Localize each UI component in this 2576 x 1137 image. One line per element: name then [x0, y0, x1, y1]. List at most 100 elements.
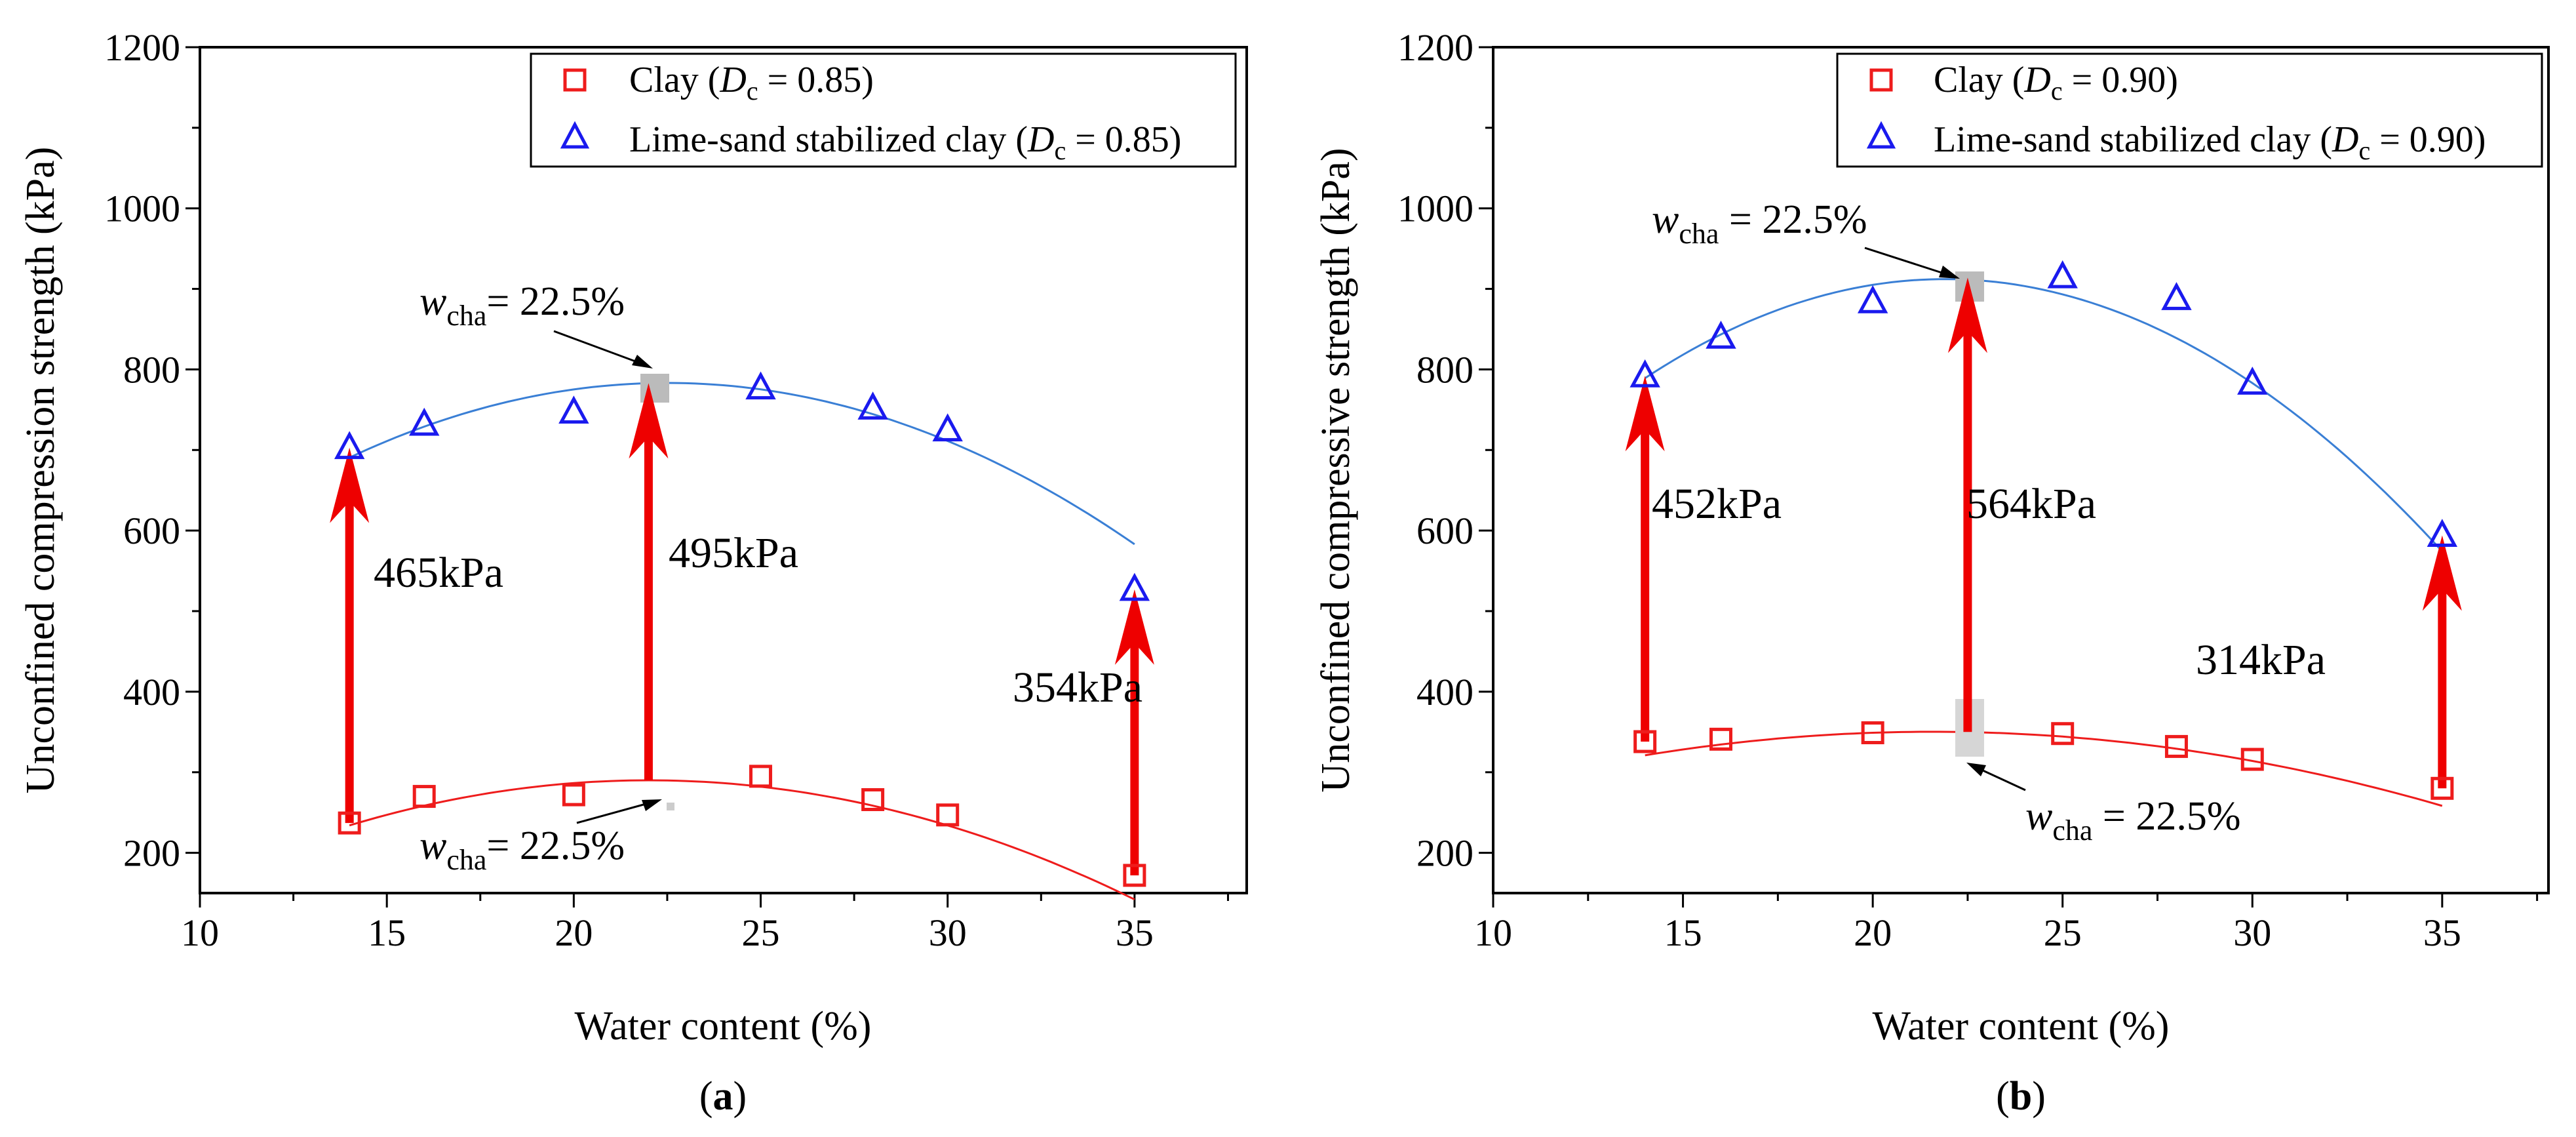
clay-point [412, 785, 436, 808]
wcha-label-upper: wcha= 22.5% [420, 279, 625, 332]
clay-point [1123, 864, 1146, 887]
clay-point [2430, 776, 2454, 800]
clay-point [2051, 722, 2075, 746]
increase-label: 495kPa [669, 529, 798, 577]
x-tick-label: 10 [181, 911, 219, 954]
clay-point [1861, 721, 1884, 745]
increase-labels: 452kPa 564kPa 314kPa [1652, 480, 2326, 684]
fit-curves [1644, 278, 2443, 807]
stabilized-clay-point [857, 391, 888, 420]
y-tick-label: 1200 [104, 26, 180, 69]
stabilized-clay-point [2047, 260, 2078, 289]
wcha-label-lower: wcha= 22.5% [420, 824, 625, 876]
wcha-sub: cha [446, 844, 486, 876]
increase-arrow-head [1625, 376, 1665, 452]
increase-arrows [1625, 277, 2462, 789]
x-axis-title: Water content (%) [575, 1004, 872, 1048]
tick-labels: 10 15 20 25 30 35 200 400 600 800 1000 1200 [1397, 26, 2461, 954]
panel-b: 452kPa 564kPa 314kPa wcha = 22.5% wcha = 2… [1314, 26, 2550, 1119]
stabilized-clay-point [1706, 321, 1736, 349]
wcha-sub: cha [1679, 218, 1719, 250]
y-tick-label: 1000 [104, 188, 180, 230]
x-tick-label: 25 [742, 911, 780, 954]
tick-marks [1479, 46, 2539, 908]
clay-point [562, 783, 585, 807]
wcha-label-upper: wcha = 22.5% [1652, 197, 1867, 250]
legend-label-clay: Clay (Dc = 0.90) [1934, 60, 2178, 106]
x-tick-label: 25 [2044, 911, 2082, 954]
increase-arrows [330, 383, 1154, 875]
data-points [334, 371, 1150, 887]
y-tick-label: 800 [123, 348, 180, 391]
legend-label-clay: Clay (Dc = 0.85) [629, 60, 874, 106]
wcha-sub: cha [2052, 814, 2092, 847]
increase-label: 564kPa [1966, 480, 2096, 528]
y-tick-label: 1200 [1397, 26, 1473, 69]
y-tick-label: 1000 [1397, 188, 1473, 230]
stabilized-clay-point [2427, 519, 2458, 548]
stabilized-clay-point [558, 395, 589, 424]
increase-label: 354kPa [1013, 664, 1142, 711]
wcha-pointer-upper [1864, 247, 1951, 277]
stabilized-clay-point [409, 407, 440, 436]
x-axis-title: Water content (%) [1873, 1004, 2170, 1048]
clay-point [1633, 730, 1657, 753]
legend: Clay (Dc = 0.85) Lime-sand stabilized cl… [530, 52, 1237, 168]
increase-labels: 465kPa 495kPa 354kPa [374, 529, 1142, 711]
increase-label: 314kPa [2196, 636, 2326, 684]
x-tick-label: 35 [1116, 911, 1154, 954]
wcha-label-lower: wcha = 22.5% [2025, 794, 2241, 847]
clay-point [749, 765, 773, 788]
fit-curve-stabilized [349, 382, 1135, 546]
stabilized-clay-point [745, 371, 776, 400]
tick-marks [185, 46, 1229, 908]
increase-arrow-head [1114, 589, 1154, 665]
wcha-sub: cha [446, 300, 486, 332]
stabilized-clay-point [334, 431, 365, 460]
y-tick-label: 200 [1416, 832, 1473, 875]
increase-arrow-head [629, 383, 669, 459]
panel-label: (b) [1996, 1074, 2046, 1119]
tick-labels: 10 15 20 25 30 35 200 400 600 800 1000 1200 [104, 26, 1154, 954]
fit-curve-clay [1645, 730, 2443, 807]
wcha-pointer-upper-head [632, 355, 653, 369]
legend-label-stabilized: Lime-sand stabilized clay (Dc = 0.90) [1934, 119, 2486, 165]
y-axis-title: Unconfined compressive strength (kPa) [1314, 148, 1358, 792]
wcha-value: = 22.5% [486, 279, 625, 324]
plot-frame [199, 46, 1248, 894]
clay-point [936, 803, 960, 827]
wcha-pointer-upper [553, 330, 648, 367]
y-tick-label: 600 [1416, 509, 1473, 552]
increase-label: 452kPa [1652, 480, 1782, 528]
x-tick-label: 30 [929, 911, 967, 954]
stabilized-clay-point [1630, 359, 1660, 388]
x-tick-label: 20 [1854, 911, 1892, 954]
increase-arrow-head [330, 447, 370, 523]
wcha-value: = 22.5% [486, 824, 625, 868]
x-tick-label: 35 [2423, 911, 2461, 954]
legend-marker-stabilized [560, 121, 590, 149]
wcha-w: w [1652, 197, 1679, 242]
wcha-pointer-lower [576, 800, 656, 824]
x-tick-label: 30 [2233, 911, 2271, 954]
y-tick-label: 400 [1416, 671, 1473, 713]
wcha-pointer-lower-head [1966, 763, 1986, 776]
clay-point [861, 788, 885, 811]
fit-curve-clay [349, 779, 1135, 901]
legend-marker-clay [563, 68, 587, 92]
y-tick-label: 600 [123, 509, 180, 552]
stabilized-clay-point [1119, 572, 1150, 601]
increase-arrow-head [2422, 535, 2462, 611]
x-tick-label: 10 [1474, 911, 1512, 954]
y-tick-label: 800 [1416, 348, 1473, 391]
plot-frame [1492, 46, 2550, 894]
legend-marker-stabilized [1866, 121, 1896, 149]
stabilized-clay-point [932, 413, 963, 442]
stabilized-clay-point [1857, 285, 1888, 313]
y-axis-title: Unconfined compression strength (kPa) [18, 147, 63, 794]
legend-marker-clay [1869, 68, 1893, 92]
wcha-w: w [420, 824, 446, 868]
clay-point [338, 811, 361, 835]
